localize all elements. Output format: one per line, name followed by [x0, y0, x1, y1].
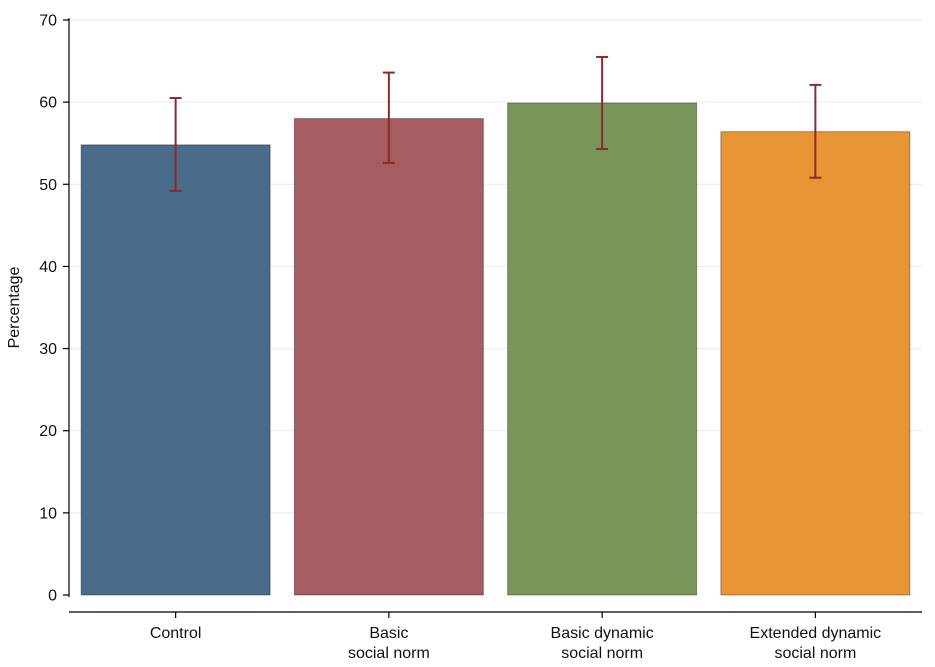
bar — [720, 131, 911, 596]
y-tick-label: 10 — [39, 505, 57, 522]
y-tick-label: 60 — [39, 95, 57, 112]
y-tick-label: 40 — [39, 259, 57, 276]
bars — [80, 102, 911, 596]
y-tick-label: 30 — [39, 341, 57, 358]
bar — [293, 118, 484, 596]
x-tick-label: Extended dynamic social norm — [750, 625, 882, 662]
x-tick-label: Basic social norm — [348, 625, 430, 662]
bar — [507, 102, 698, 596]
x-tick-label: Basic dynamic social norm — [551, 625, 654, 662]
axes — [68, 18, 922, 613]
y-tick-label: 0 — [48, 588, 57, 605]
x-axis-ticks: Control Basic social norm Basic dynamic soci… — [150, 612, 881, 662]
bar — [80, 144, 271, 596]
y-tick-label: 70 — [39, 13, 57, 30]
y-axis-title: Percentage — [6, 266, 23, 348]
error-bars — [169, 55, 822, 192]
y-axis-ticks: 0 10 20 30 40 50 60 70 — [39, 13, 69, 605]
x-tick-label: Control — [150, 625, 202, 642]
y-tick-label: 50 — [39, 177, 57, 194]
y-tick-label: 20 — [39, 423, 57, 440]
